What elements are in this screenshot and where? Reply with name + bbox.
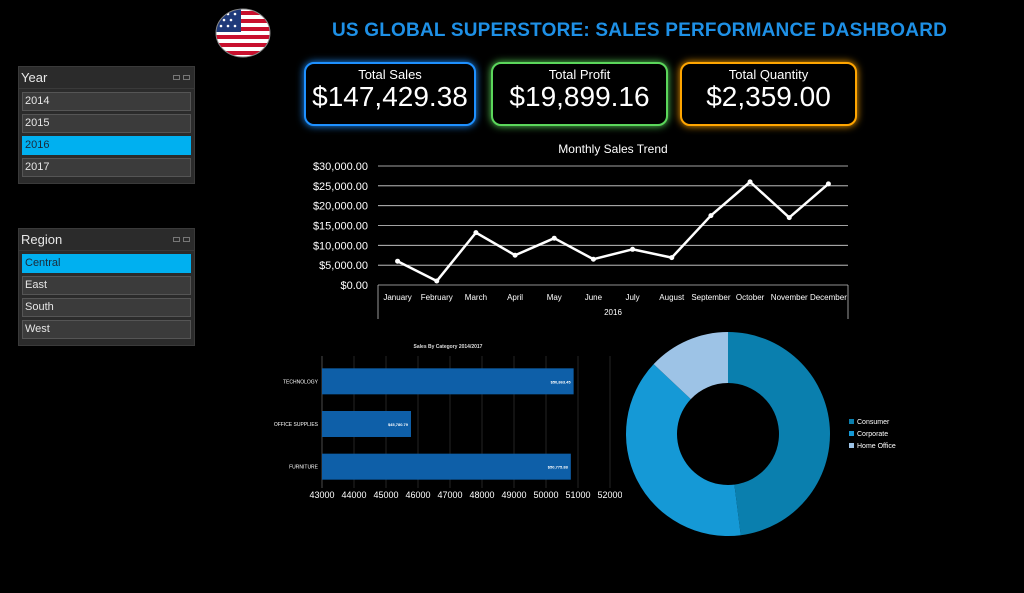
clear-filter-icon[interactable] — [183, 237, 190, 242]
legend-swatch — [849, 419, 854, 424]
x-tick-label: July — [625, 293, 639, 302]
x-tick-label: 48000 — [469, 490, 494, 500]
category-bar — [322, 368, 574, 395]
data-point — [825, 181, 831, 187]
year-slicer-header: Year — [19, 67, 194, 89]
x-tick-label: 51000 — [565, 490, 590, 500]
y-tick-label: $25,000.00 — [313, 181, 368, 193]
region-slicer: Region Central East South West — [18, 228, 195, 346]
x-tick-label: 43000 — [309, 490, 334, 500]
x-tick-label: 50000 — [533, 490, 558, 500]
region-item-south[interactable]: South — [22, 298, 191, 317]
data-point — [708, 213, 714, 219]
region-slicer-header: Region — [19, 229, 194, 251]
x-tick-label: September — [691, 293, 730, 302]
y-tick-label: FURNITURE — [289, 465, 319, 471]
sales-by-category-chart: Sales By Category 2014/2017 43000 44000 450… — [274, 344, 622, 500]
data-point — [473, 230, 479, 236]
data-point — [747, 179, 753, 185]
dashboard-title: US GLOBAL SUPERSTORE: SALES PERFORMANCE … — [332, 20, 948, 41]
multi-select-icon[interactable] — [173, 237, 180, 242]
total-sales-card: Total Sales $147,429.38 — [304, 62, 476, 126]
total-quantity-value: $2,359.00 — [706, 81, 831, 112]
data-point — [786, 215, 792, 221]
chart-title: Sales By Category 2014/2017 — [414, 344, 483, 350]
category-bar — [322, 453, 571, 480]
y-tick-label: $10,000.00 — [313, 240, 368, 252]
donut-slice — [728, 332, 830, 536]
x-tick-label: 45000 — [373, 490, 398, 500]
year-slicer-title: Year — [21, 70, 48, 85]
year-slicer: Year 2014 2015 2016 2017 — [18, 66, 195, 184]
data-label: $50,775.88 — [548, 465, 569, 470]
legend-label: Home Office — [857, 443, 896, 450]
donut-slice — [626, 364, 741, 536]
x-tick-label: 52000 — [597, 490, 622, 500]
x-tick-label: June — [585, 293, 603, 302]
total-sales-value: $147,429.38 — [312, 81, 468, 112]
x-tick-label: April — [507, 293, 523, 302]
us-flag-logo — [215, 8, 271, 58]
total-profit-label: Total Profit — [548, 67, 611, 82]
multi-select-icon[interactable] — [173, 75, 180, 80]
y-tick-label: TECHNOLOGY — [283, 379, 319, 385]
legend-swatch — [849, 431, 854, 436]
year-item-2015[interactable]: 2015 — [22, 114, 191, 133]
total-quantity-card: Total Quantity $2,359.00 — [680, 62, 857, 126]
data-point — [551, 235, 557, 241]
x-tick-label: February — [421, 293, 453, 302]
y-tick-label: $15,000.00 — [313, 221, 368, 233]
y-tick-label: $30,000.00 — [313, 161, 368, 173]
x-tick-label: 49000 — [501, 490, 526, 500]
clear-filter-icon[interactable] — [183, 75, 190, 80]
sales-trend-line — [397, 180, 830, 283]
chart-title: Monthly Sales Trend — [558, 142, 667, 156]
data-point — [434, 278, 440, 284]
x-tick-label: November — [771, 293, 808, 302]
monthly-sales-trend-chart: Monthly Sales Trend $0.00 $5,000.00 $10,000… — [313, 142, 849, 319]
x-tick-label: March — [465, 293, 487, 302]
x-tick-label: August — [659, 293, 685, 302]
x-tick-label: January — [383, 293, 411, 302]
y-tick-label: $0.00 — [340, 280, 368, 292]
slicer-controls — [173, 75, 190, 80]
data-label: $45,780.79 — [388, 422, 409, 427]
data-point — [590, 256, 596, 262]
data-point — [669, 255, 675, 261]
customer-segment-donut-chart: Consumer Corporate Home Office — [626, 332, 896, 536]
y-tick-label: $5,000.00 — [319, 260, 368, 272]
x-tick-label: 46000 — [405, 490, 430, 500]
x-tick-label: October — [736, 293, 765, 302]
total-profit-value: $19,899.16 — [509, 81, 650, 112]
legend-label: Corporate — [857, 431, 888, 438]
region-item-east[interactable]: East — [22, 276, 191, 295]
total-sales-label: Total Sales — [358, 67, 422, 82]
y-tick-label: OFFICE SUPPLIES — [274, 422, 319, 428]
x-tick-label: May — [547, 293, 562, 302]
x-tick-label: 47000 — [437, 490, 462, 500]
slicer-controls — [173, 237, 190, 242]
x-tick-label: December — [810, 293, 847, 302]
region-item-west[interactable]: West — [22, 320, 191, 339]
region-item-central[interactable]: Central — [22, 254, 191, 273]
total-quantity-label: Total Quantity — [728, 67, 809, 82]
data-point — [395, 258, 401, 264]
year-item-2016[interactable]: 2016 — [22, 136, 191, 155]
donut-slice — [653, 332, 728, 400]
region-slicer-title: Region — [21, 232, 63, 247]
legend-swatch — [849, 443, 854, 448]
year-item-2017[interactable]: 2017 — [22, 158, 191, 177]
year-item-2014[interactable]: 2014 — [22, 92, 191, 111]
y-tick-label: $20,000.00 — [313, 201, 368, 213]
legend-label: Consumer — [857, 419, 890, 426]
data-point — [512, 252, 518, 258]
category-bar — [322, 411, 411, 437]
total-profit-card: Total Profit $19,899.16 — [491, 62, 668, 126]
data-label: $50,863.45 — [551, 379, 572, 384]
x-tick-label: 44000 — [341, 490, 366, 500]
x-axis-label: 2016 — [604, 308, 622, 317]
data-point — [630, 246, 636, 252]
